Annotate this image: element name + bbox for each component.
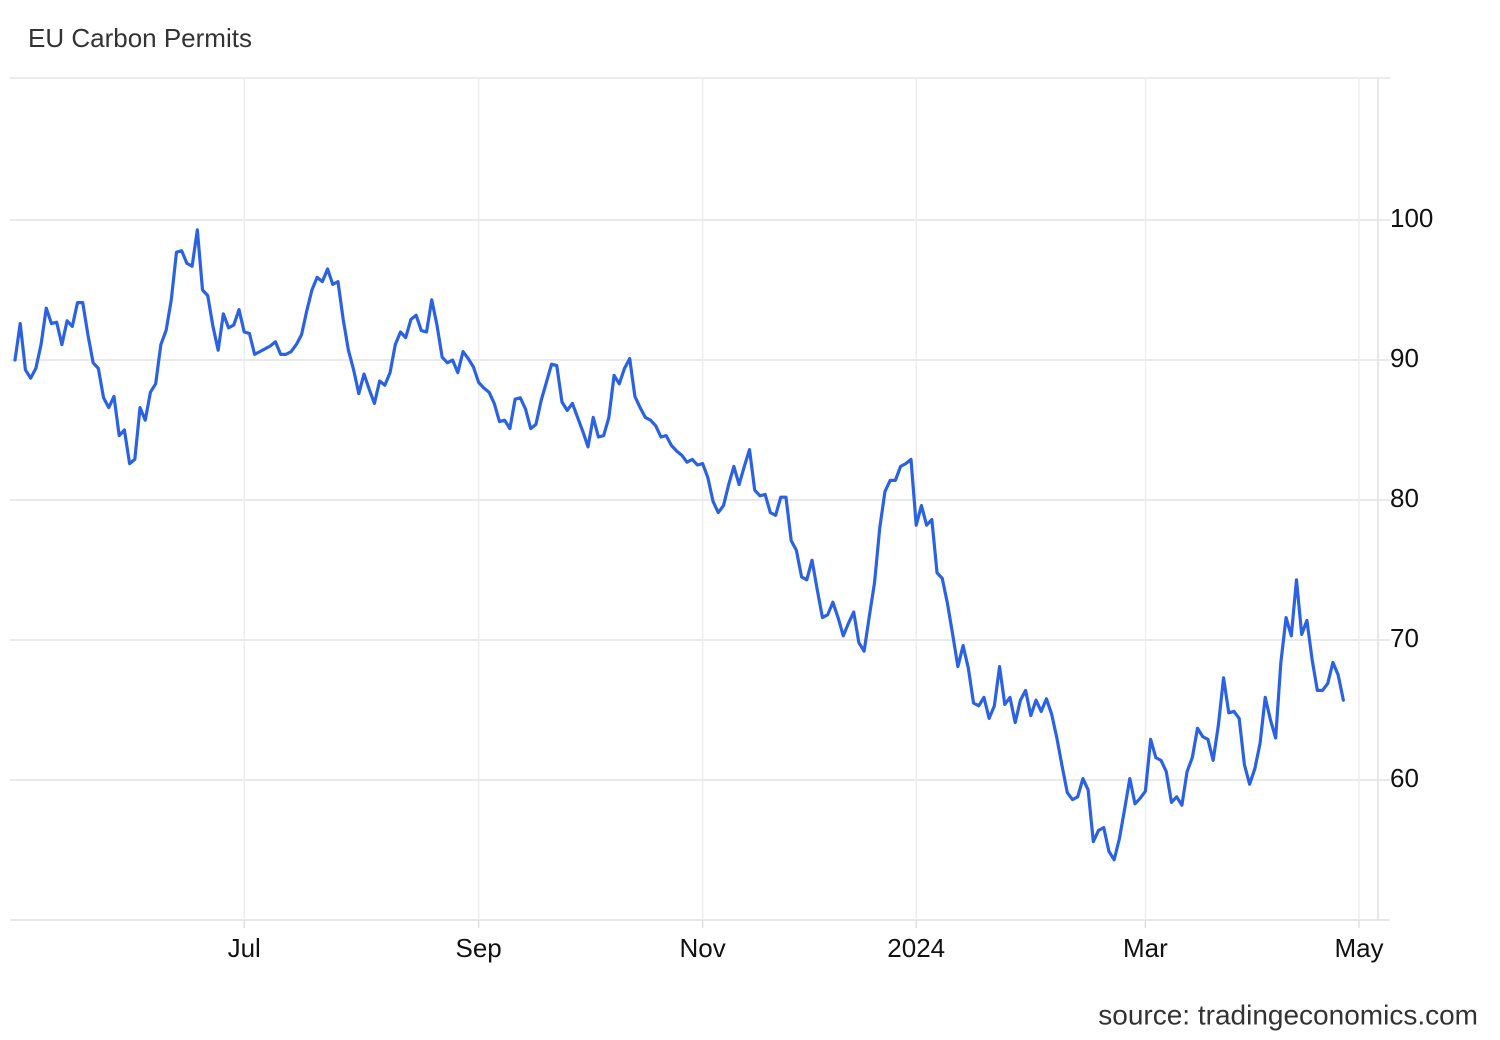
y-tick-label: 60 [1390, 763, 1419, 793]
y-tick-label: 100 [1390, 203, 1433, 233]
x-tick-label: Nov [680, 933, 726, 963]
price-line [13, 228, 1345, 862]
x-tick-label: 2024 [887, 933, 945, 963]
x-tick-label: Jul [228, 933, 261, 963]
source-note: source: tradingeconomics.com [1098, 999, 1478, 1030]
y-tick-label: 70 [1390, 623, 1419, 653]
y-tick-label: 80 [1390, 483, 1419, 513]
y-tick-label: 90 [1390, 343, 1419, 373]
chart-title: EU Carbon Permits [28, 23, 252, 53]
x-tick-label: Sep [455, 933, 501, 963]
x-tick-label: May [1334, 933, 1383, 963]
x-tick-label: Mar [1123, 933, 1168, 963]
